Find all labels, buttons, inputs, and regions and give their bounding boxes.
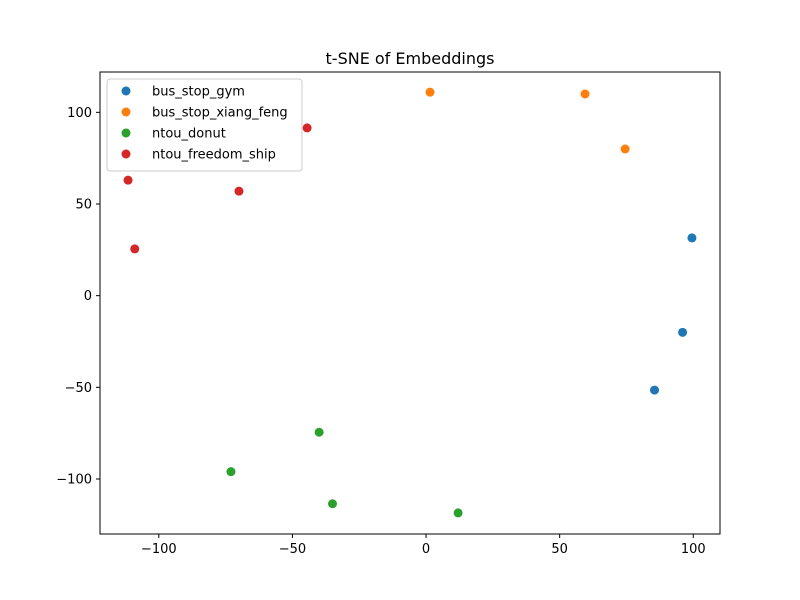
y-tick-label: 50 (75, 198, 92, 213)
legend-label: bus_stop_xiang_feng (152, 106, 288, 121)
x-tick-label: 0 (422, 542, 430, 557)
data-point-bus-stop-gym (678, 327, 688, 337)
legend-marker (121, 128, 131, 138)
x-tick-label: −50 (279, 542, 306, 557)
y-tick-label: 0 (84, 289, 92, 304)
data-point-bus-stop-xiang-feng (580, 89, 590, 99)
axes-frame (99, 71, 721, 535)
legend-label: bus_stop_gym (152, 85, 245, 100)
x-tick-label: −100 (141, 542, 177, 557)
data-point-ntou-donut (453, 508, 463, 518)
data-point-bus-stop-xiang-feng (425, 87, 435, 97)
y-tick-label: −50 (65, 381, 92, 396)
data-point-ntou-freedom-ship (123, 175, 133, 185)
chart-title: t-SNE of Embeddings (326, 49, 495, 68)
data-point-ntou-donut (226, 467, 236, 477)
legend: bus_stop_gym bus_stop_xiang_feng ntou_donu… (106, 78, 303, 172)
data-point-bus-stop-gym (687, 233, 697, 243)
data-points (123, 87, 697, 518)
x-tick-label: 50 (551, 542, 568, 557)
data-point-ntou-donut (314, 427, 324, 437)
axis-ticks: −100 −50 0 50 100 −100 −50 0 50 100 (56, 106, 705, 557)
data-point-ntou-freedom-ship (302, 123, 312, 133)
legend-label: ntou_donut (152, 127, 226, 142)
data-point-ntou-freedom-ship (130, 244, 140, 254)
x-tick-label: 100 (681, 542, 706, 557)
legend-marker (121, 86, 131, 96)
y-tick-label: −100 (56, 473, 92, 488)
data-point-ntou-freedom-ship (234, 186, 244, 196)
legend-label: ntou_freedom_ship (152, 148, 276, 163)
data-point-ntou-donut (328, 499, 337, 509)
legend-marker (121, 107, 131, 117)
legend-box (106, 78, 303, 172)
y-tick-label: 100 (67, 106, 92, 121)
legend-marker (121, 149, 131, 159)
data-point-bus-stop-gym (650, 385, 660, 395)
data-point-bus-stop-xiang-feng (620, 144, 630, 154)
